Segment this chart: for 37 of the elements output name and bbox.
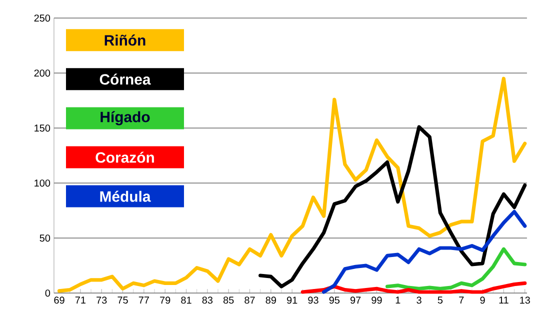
line-series — [258, 125, 527, 288]
x-tick-label: 97 — [350, 296, 361, 304]
text: Córnea — [100, 74, 151, 85]
x-tick-label: 71 — [75, 296, 86, 304]
x-tick-label: 73 — [96, 296, 107, 304]
y-tick-label: 50 — [40, 234, 50, 242]
x-tick-label: 95 — [329, 296, 340, 304]
y-tick-label: 250 — [34, 14, 50, 22]
y-tick-label: 150 — [34, 124, 50, 132]
x-tick-label: 87 — [244, 296, 255, 304]
text: Hígado — [100, 111, 150, 126]
x-tick-label: 77 — [138, 296, 149, 304]
y-tick-label: 100 — [34, 180, 50, 187]
x-tick-label: 91 — [286, 296, 298, 304]
x-tick-label: 69 — [54, 296, 64, 304]
x-tick-label: 81 — [181, 296, 192, 304]
line-series — [322, 210, 527, 294]
x-tick-label: 93 — [308, 296, 318, 304]
x-tick-label: 11 — [499, 296, 508, 304]
x-tick-label: 89 — [266, 296, 276, 304]
x-tick-label: 13 — [520, 296, 530, 304]
text: Corazón — [96, 152, 154, 163]
y-tick-label: 0 — [45, 290, 50, 297]
x-tick-label: 1 — [396, 296, 400, 304]
x-tick-label: 99 — [372, 296, 382, 304]
text: Riñón — [104, 34, 146, 46]
x-tick-label: 83 — [202, 296, 213, 304]
x-tick-label: 5 — [438, 296, 443, 304]
x-tick-label: 75 — [118, 296, 128, 304]
y-tick-label: 200 — [34, 70, 50, 77]
x-tick-label: 9 — [480, 296, 485, 304]
text: Médula — [100, 190, 151, 202]
line-series — [386, 247, 527, 290]
x-tick-label: 79 — [160, 296, 170, 304]
x-tick-label: 7 — [459, 296, 464, 304]
x-tick-label: 3 — [416, 296, 422, 304]
x-tick-label: 85 — [223, 296, 234, 304]
